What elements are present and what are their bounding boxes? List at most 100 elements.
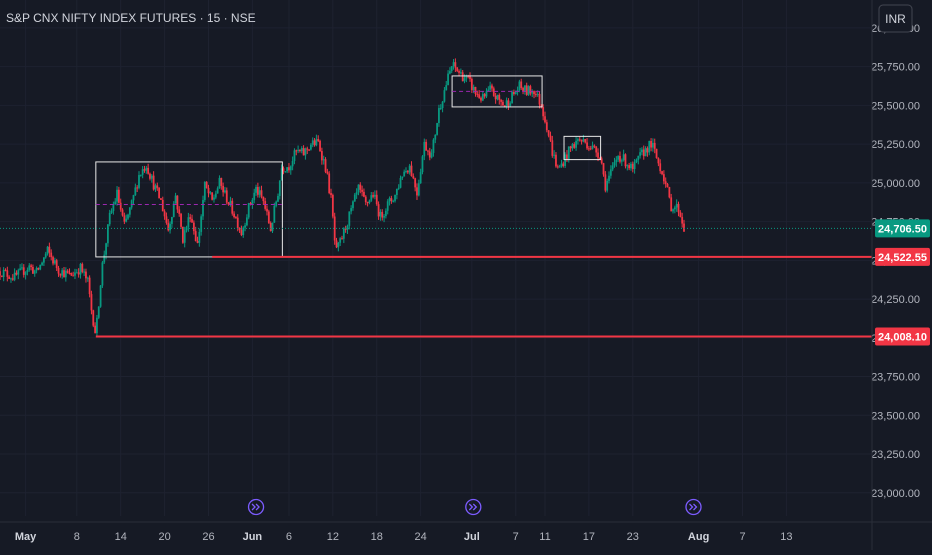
candle-body — [348, 211, 351, 226]
candle-body — [436, 123, 438, 135]
candle-body — [110, 210, 113, 213]
candle-body — [578, 139, 581, 141]
candle-body — [419, 172, 422, 184]
candle-body — [169, 223, 171, 231]
candle-body — [156, 185, 159, 188]
candle-body — [138, 175, 140, 188]
x-tick-label: 24 — [415, 531, 427, 543]
candle-body — [267, 211, 270, 223]
x-tick-label: 20 — [158, 531, 170, 543]
candle-body — [357, 184, 360, 193]
price-label: 24,008.10 — [878, 332, 927, 344]
candle-body — [644, 148, 647, 157]
candle-body — [13, 272, 16, 280]
candle-body — [72, 275, 75, 277]
candle-body — [346, 225, 349, 230]
candle-body — [659, 163, 662, 172]
candle-body — [163, 211, 166, 217]
candle-body — [52, 257, 54, 264]
candle-body — [147, 167, 150, 174]
candle-body — [63, 270, 65, 278]
candles — [0, 58, 685, 336]
candle-body — [410, 165, 413, 177]
candle-body — [322, 159, 325, 161]
candle-body — [55, 260, 58, 268]
y-tick-label: 25,750.00 — [871, 62, 920, 74]
candle-body — [85, 271, 87, 279]
candle-body — [492, 88, 495, 96]
candle-body — [333, 216, 336, 241]
candle-body — [630, 163, 632, 169]
candle-body — [96, 317, 98, 334]
candle-body — [297, 149, 300, 151]
candle-body — [428, 151, 431, 158]
x-tick-label: Jun — [243, 531, 263, 543]
candle-body — [560, 163, 563, 167]
candle-body — [672, 209, 674, 212]
candle-body — [448, 71, 451, 74]
candle-body — [571, 144, 574, 149]
candle-body — [99, 285, 102, 307]
symbol-title: S&P CNX NIFTY INDEX FUTURES · 15 · NSE — [6, 11, 256, 25]
candle-body — [374, 194, 376, 197]
candle-body — [595, 146, 598, 153]
candle-body — [584, 139, 587, 143]
x-tick-label: 14 — [115, 531, 127, 543]
candle-body — [384, 210, 387, 217]
candle-body — [271, 222, 274, 232]
candle-body — [344, 228, 347, 230]
candle-body — [317, 139, 320, 141]
candle-body — [620, 160, 623, 162]
candle-body — [491, 85, 493, 89]
candle-body — [258, 190, 261, 195]
candle-body — [48, 246, 51, 253]
candle-body — [187, 217, 190, 228]
event-marker-icon[interactable] — [685, 498, 702, 516]
event-marker-icon[interactable] — [465, 498, 482, 516]
candle-body — [117, 189, 120, 203]
candle-body — [328, 173, 331, 194]
candle-body — [213, 197, 215, 200]
candle-body — [443, 90, 446, 102]
candle-body — [591, 145, 594, 149]
y-tick-label: 23,750.00 — [871, 372, 920, 384]
candle-body — [315, 139, 318, 146]
candle-body — [423, 141, 426, 157]
candle-body — [646, 148, 649, 153]
price-label: 24,522.55 — [878, 252, 927, 264]
candle-body — [417, 183, 420, 196]
candle-body — [652, 142, 654, 148]
candle-body — [597, 152, 599, 158]
candle-body — [145, 167, 148, 171]
candle-body — [600, 158, 603, 164]
candle-body — [505, 100, 508, 107]
candle-body — [161, 199, 164, 212]
time-axis[interactable]: May 8 14 20 26 Jun 6 12 18 24 Jul 7 11 17 23 Aug 7 13 — [0, 521, 932, 543]
currency-label: INR — [885, 12, 906, 26]
candle-body — [0, 271, 1, 276]
candle-body — [352, 201, 354, 209]
candle-body — [626, 165, 629, 167]
candle-body — [300, 148, 303, 152]
candle-body — [0, 275, 3, 277]
candle-body — [613, 162, 616, 166]
currency-button[interactable]: INR — [878, 4, 913, 33]
candle-body — [438, 108, 440, 124]
event-marker-icon[interactable] — [247, 498, 265, 516]
candle-body — [401, 176, 404, 178]
x-tick-label: 8 — [74, 531, 80, 543]
candle-body — [139, 174, 142, 176]
candle-body — [280, 168, 283, 181]
candle-body — [66, 270, 69, 273]
candle-body — [587, 148, 590, 150]
y-tick-label: 23,250.00 — [871, 449, 920, 461]
candle-body — [370, 195, 373, 201]
candle-body — [339, 238, 342, 243]
candle-body — [335, 240, 338, 248]
candle-body — [604, 174, 607, 191]
candle-body — [569, 146, 572, 149]
candle-body — [673, 207, 676, 210]
candle-body — [313, 140, 316, 146]
candle-body — [459, 72, 462, 74]
